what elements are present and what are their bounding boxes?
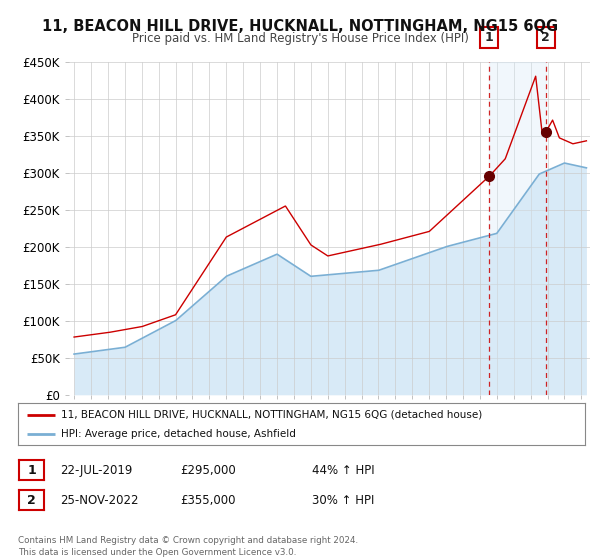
Text: HPI: Average price, detached house, Ashfield: HPI: Average price, detached house, Ashf…	[61, 429, 295, 439]
Text: 11, BEACON HILL DRIVE, HUCKNALL, NOTTINGHAM, NG15 6QG (detached house): 11, BEACON HILL DRIVE, HUCKNALL, NOTTING…	[61, 409, 482, 419]
Text: 22-JUL-2019: 22-JUL-2019	[60, 464, 133, 477]
Text: 30% ↑ HPI: 30% ↑ HPI	[312, 493, 374, 507]
Text: Contains HM Land Registry data © Crown copyright and database right 2024.
This d: Contains HM Land Registry data © Crown c…	[18, 536, 358, 557]
Text: 25-NOV-2022: 25-NOV-2022	[60, 493, 139, 507]
Bar	[489, 62, 546, 395]
Text: 2: 2	[28, 493, 36, 507]
Text: 2: 2	[541, 31, 550, 44]
Text: 1: 1	[28, 464, 36, 477]
Text: 11, BEACON HILL DRIVE, HUCKNALL, NOTTINGHAM, NG15 6QG: 11, BEACON HILL DRIVE, HUCKNALL, NOTTING…	[42, 19, 558, 34]
Text: Price paid vs. HM Land Registry's House Price Index (HPI): Price paid vs. HM Land Registry's House …	[131, 32, 469, 45]
Text: £355,000: £355,000	[180, 493, 235, 507]
Text: 1: 1	[485, 31, 494, 44]
Text: £295,000: £295,000	[180, 464, 236, 477]
Text: 44% ↑ HPI: 44% ↑ HPI	[312, 464, 374, 477]
